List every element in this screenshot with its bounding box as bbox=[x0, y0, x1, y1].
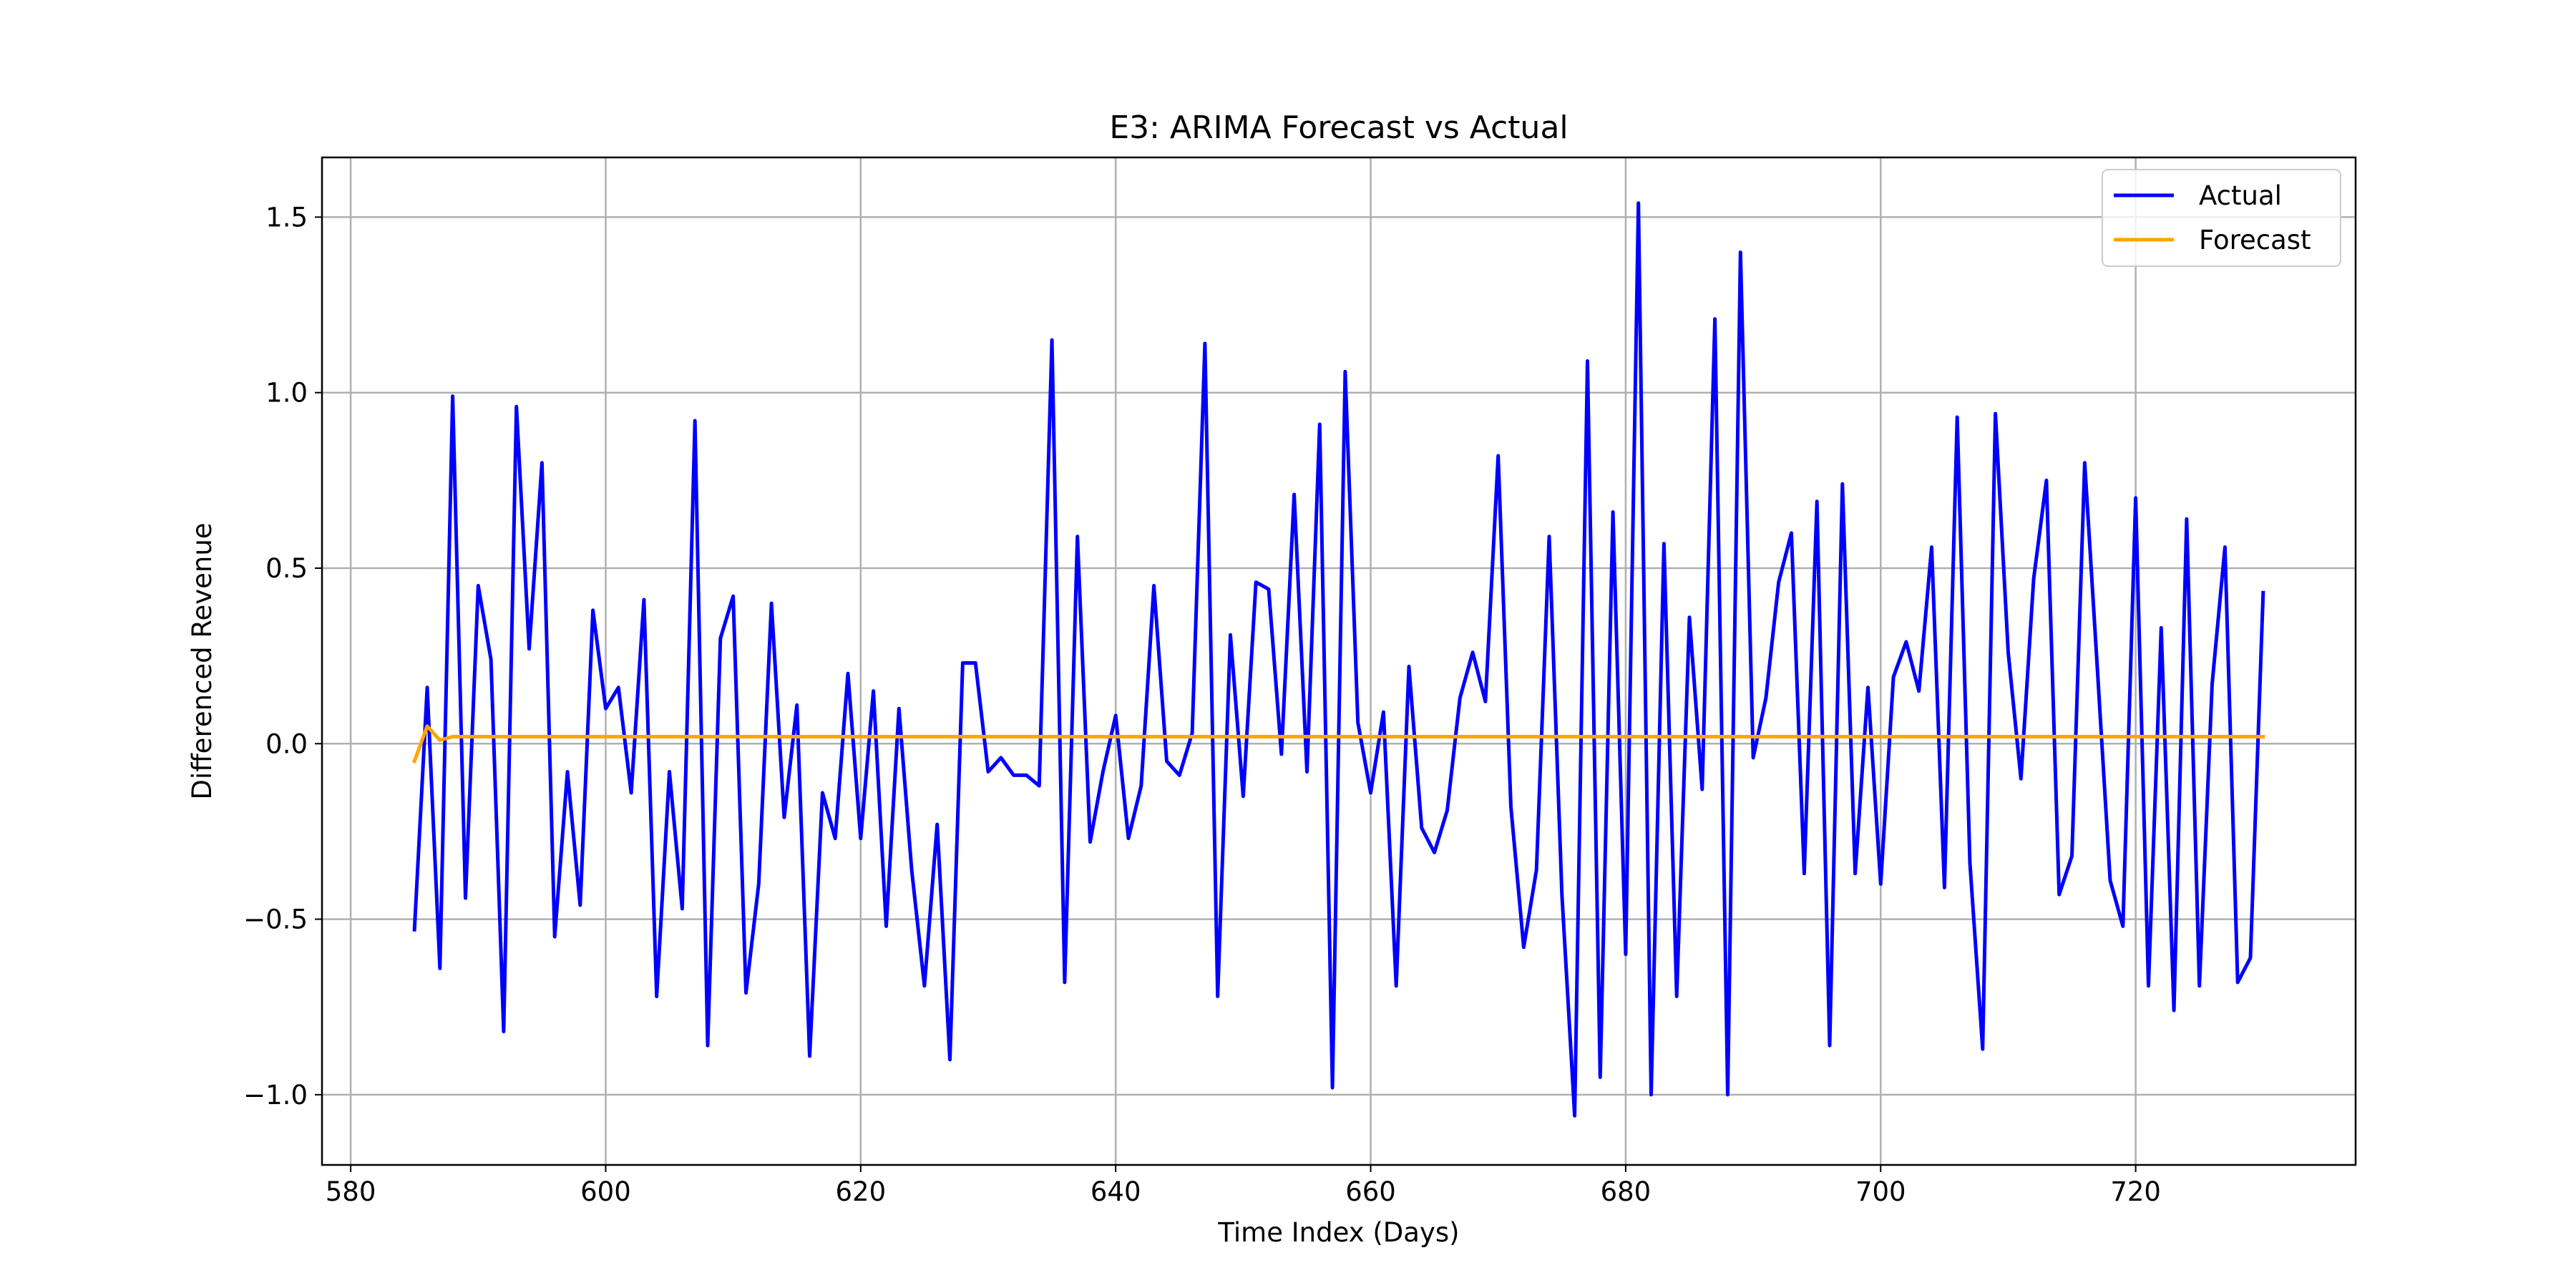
x-tick-label: 660 bbox=[1345, 1176, 1396, 1207]
plot-frame bbox=[321, 156, 2357, 1166]
x-tick-label: 680 bbox=[1601, 1176, 1652, 1207]
x-tick-label: 580 bbox=[326, 1176, 376, 1207]
series-layer bbox=[411, 201, 2265, 1118]
y-tick-label: −0.5 bbox=[243, 904, 308, 935]
x-tick-label: 700 bbox=[1855, 1176, 1906, 1207]
x-tick-label: 620 bbox=[836, 1176, 887, 1207]
legend: Actual Forecast bbox=[2102, 169, 2341, 267]
series-line-actual bbox=[412, 201, 2265, 1118]
x-tick-label: 640 bbox=[1091, 1176, 1141, 1207]
x-axis-title: Time Index (Days) bbox=[1217, 1217, 1459, 1248]
y-tick-label: 0.0 bbox=[265, 728, 308, 759]
y-tick-label: 0.5 bbox=[265, 553, 308, 584]
y-tick-label: 1.5 bbox=[265, 202, 308, 233]
chart-title: E3: ARIMA Forecast vs Actual bbox=[1109, 109, 1568, 146]
y-tick-label: 1.0 bbox=[265, 378, 308, 409]
x-tick-label: 720 bbox=[2110, 1176, 2161, 1207]
y-axis-title: Differenced Revenue bbox=[187, 522, 218, 799]
y-tick-label: −1.0 bbox=[243, 1080, 308, 1111]
x-tick-label: 600 bbox=[580, 1176, 631, 1207]
tick-layer: 580 600 620 640 660 680 700 720 −1.0 −0.5 0.0 0.5 1.… bbox=[243, 202, 2161, 1207]
legend-label-forecast: Forecast bbox=[2199, 225, 2311, 255]
series-line-forecast bbox=[411, 724, 2265, 764]
legend-label-actual: Actual bbox=[2199, 180, 2282, 211]
